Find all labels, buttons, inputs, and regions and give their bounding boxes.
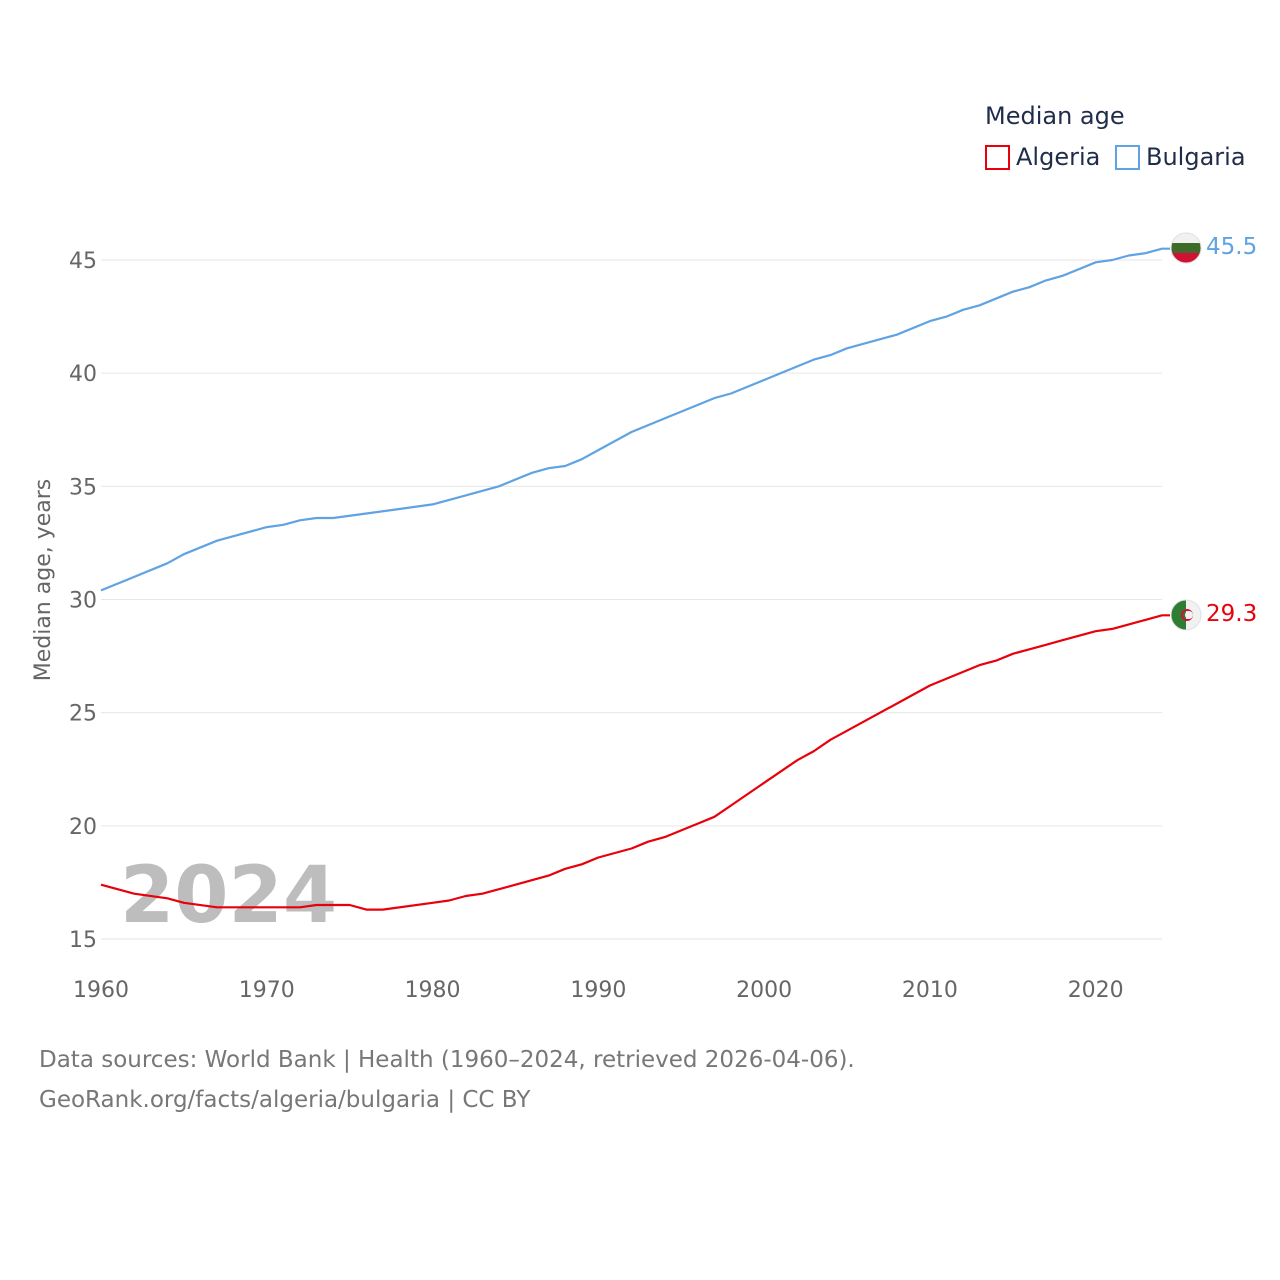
source-line: Data sources: World Bank | Health (1960–… [39,1047,855,1073]
end-label-bulgaria: 45.5 [1206,234,1257,260]
x-tick-label: 1990 [570,978,626,1003]
license-line: GeoRank.org/facts/algeria/bulgaria | CC … [39,1087,531,1113]
bulgaria-flag-icon [1170,232,1202,264]
x-tick-label: 2000 [736,978,792,1003]
y-tick-label: 40 [69,362,97,387]
x-tick-label: 2020 [1068,978,1124,1003]
legend: Median age Algeria Bulgaria [985,102,1246,171]
legend-swatch-bulgaria [1115,145,1140,170]
y-tick-label: 15 [69,928,97,953]
legend-label-algeria: Algeria [1016,143,1100,171]
y-axis-label: Median age, years [31,479,56,682]
series-lines [100,247,1170,911]
x-tick-label: 1970 [239,978,295,1003]
legend-swatch-algeria [985,145,1010,170]
series-line-algeria [100,614,1170,911]
x-tick-label: 1960 [73,978,129,1003]
y-tick-label: 20 [69,815,97,840]
legend-label-bulgaria: Bulgaria [1146,143,1246,171]
y-tick-label: 45 [69,249,97,274]
y-tick-label: 25 [69,702,97,727]
end-label-algeria: 29.3 [1206,601,1257,627]
legend-title: Median age [985,102,1125,130]
algeria-flag-icon [1170,599,1202,631]
y-tick-label: 35 [69,475,97,500]
x-tick-label: 1980 [405,978,461,1003]
data-sources: Data sources: World Bank | Health (1960–… [39,1040,855,1120]
gridlines [101,259,1162,940]
y-axis-ticks: 15 20 25 30 35 40 45 [69,249,97,953]
chart: 15 20 25 30 35 40 45 1960 1970 1980 1990 2000 2010 2… [31,102,1257,1003]
x-axis-ticks: 1960 1970 1980 1990 2000 2010 2020 [73,978,1124,1003]
series-line-bulgaria [100,247,1170,592]
x-tick-label: 2010 [902,978,958,1003]
y-tick-label: 30 [69,589,97,614]
